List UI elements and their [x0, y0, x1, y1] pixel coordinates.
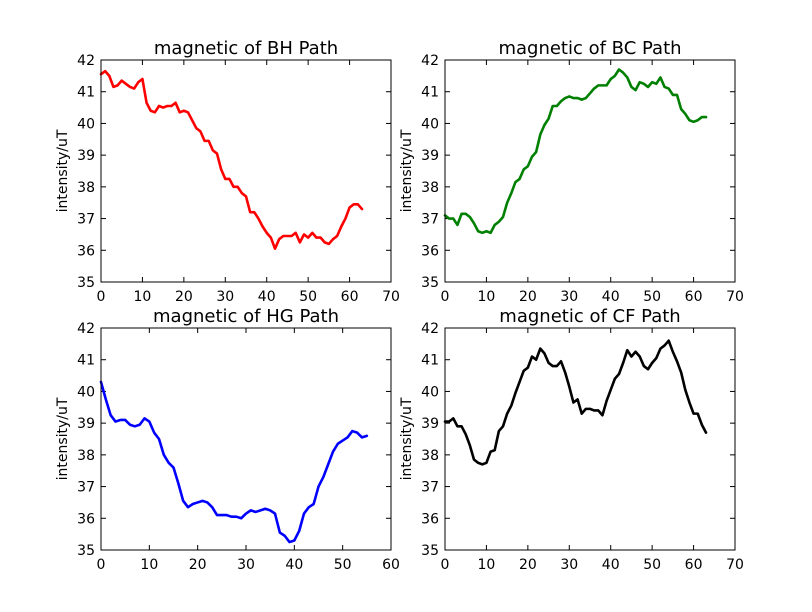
x-tick-label: 10 — [478, 557, 496, 573]
y-tick-label: 41 — [421, 353, 439, 369]
x-tick-label: 50 — [643, 557, 661, 573]
y-tick-label: 35 — [77, 543, 95, 559]
y-axis-label: intensity/uT — [399, 397, 415, 480]
y-tick-label: 39 — [421, 148, 439, 164]
x-tick-label: 30 — [237, 557, 255, 573]
x-tick-label: 10 — [134, 289, 152, 305]
x-tick-label: 10 — [478, 289, 496, 305]
plot-area — [99, 69, 364, 250]
chart-title: magnetic of BH Path — [154, 38, 338, 59]
x-tick-label: 0 — [441, 557, 450, 573]
x-tick-label: 30 — [216, 289, 234, 305]
axes-frame — [100, 59, 392, 283]
axis-ticks: 0 10 20 30 40 50 60 70 35 36 37 38 39 40 41 42 — [421, 53, 744, 305]
y-tick-label: 39 — [421, 416, 439, 432]
y-tick-label: 36 — [77, 243, 95, 259]
x-tick-label: 0 — [97, 557, 106, 573]
x-tick-label: 20 — [519, 557, 537, 573]
y-tick-label: 41 — [421, 85, 439, 101]
y-tick-label: 38 — [77, 448, 95, 464]
plot-area — [99, 380, 369, 544]
panel-hg-path: magnetic of HG Path intensity/uT 0 10 20 30… — [55, 306, 400, 573]
y-tick-label: 42 — [77, 53, 95, 69]
y-tick-label: 40 — [421, 384, 439, 400]
x-tick-label: 0 — [441, 289, 450, 305]
y-tick-label: 38 — [421, 448, 439, 464]
x-tick-label: 40 — [602, 557, 620, 573]
y-tick-label: 39 — [77, 416, 95, 432]
y-tick-label: 40 — [77, 384, 95, 400]
x-tick-label: 10 — [140, 557, 158, 573]
panel-bh-path: magnetic of BH Path intensity/uT 0 10 20 30… — [55, 38, 400, 305]
x-tick-label: 30 — [560, 289, 578, 305]
y-tick-label: 36 — [421, 511, 439, 527]
y-tick-label: 37 — [77, 480, 95, 496]
y-tick-label: 42 — [421, 321, 439, 337]
x-tick-label: 50 — [334, 557, 352, 573]
x-tick-label: 60 — [685, 289, 703, 305]
y-tick-label: 42 — [421, 53, 439, 69]
plot-area — [443, 339, 708, 466]
x-tick-label: 60 — [382, 557, 400, 573]
series-line — [443, 68, 708, 235]
x-tick-label: 20 — [519, 289, 537, 305]
x-tick-label: 70 — [726, 289, 744, 305]
x-tick-label: 40 — [285, 557, 303, 573]
y-tick-label: 40 — [77, 116, 95, 132]
x-tick-label: 60 — [685, 557, 703, 573]
series-line — [99, 69, 364, 250]
axis-ticks: 0 10 20 30 40 50 60 35 36 37 38 39 40 41 42 — [77, 321, 400, 573]
x-tick-label: 20 — [175, 289, 193, 305]
y-tick-label: 35 — [421, 543, 439, 559]
y-tick-label: 37 — [77, 212, 95, 228]
x-tick-label: 40 — [258, 289, 276, 305]
y-tick-label: 42 — [77, 321, 95, 337]
panel-bc-path: magnetic of BC Path intensity/uT 0 10 20 30… — [399, 38, 744, 305]
y-tick-label: 38 — [421, 180, 439, 196]
y-axis-label: intensity/uT — [55, 129, 71, 212]
y-tick-label: 38 — [77, 180, 95, 196]
y-tick-label: 39 — [77, 148, 95, 164]
y-tick-label: 40 — [421, 116, 439, 132]
x-tick-label: 30 — [560, 557, 578, 573]
y-tick-label: 36 — [77, 511, 95, 527]
y-tick-label: 36 — [421, 243, 439, 259]
y-tick-label: 41 — [77, 353, 95, 369]
axes-frame — [100, 327, 392, 551]
chart-title: magnetic of HG Path — [153, 306, 339, 327]
axes-frame — [444, 59, 736, 283]
axes-frame — [444, 327, 736, 551]
y-tick-label: 35 — [77, 275, 95, 291]
x-tick-label: 50 — [643, 289, 661, 305]
y-tick-label: 41 — [77, 85, 95, 101]
x-tick-label: 0 — [97, 289, 106, 305]
x-tick-label: 70 — [726, 557, 744, 573]
x-tick-label: 70 — [382, 289, 400, 305]
x-tick-label: 60 — [341, 289, 359, 305]
y-tick-label: 37 — [421, 212, 439, 228]
x-tick-label: 50 — [299, 289, 317, 305]
y-axis-label: intensity/uT — [55, 397, 71, 480]
chart-title: magnetic of BC Path — [498, 38, 681, 59]
chart-title: magnetic of CF Path — [499, 306, 680, 327]
x-tick-label: 40 — [602, 289, 620, 305]
panel-cf-path: magnetic of CF Path intensity/uT 0 10 20 30… — [399, 306, 744, 573]
axis-ticks: 0 10 20 30 40 50 60 70 35 36 37 38 39 40 41 42 — [77, 53, 400, 305]
y-axis-label: intensity/uT — [399, 129, 415, 212]
x-tick-label: 20 — [189, 557, 207, 573]
y-tick-label: 37 — [421, 480, 439, 496]
y-tick-label: 35 — [421, 275, 439, 291]
plot-area — [443, 68, 708, 235]
series-line — [443, 339, 708, 466]
series-line — [99, 380, 369, 544]
axis-ticks: 0 10 20 30 40 50 60 70 35 36 37 38 39 40 41 42 — [421, 321, 744, 573]
